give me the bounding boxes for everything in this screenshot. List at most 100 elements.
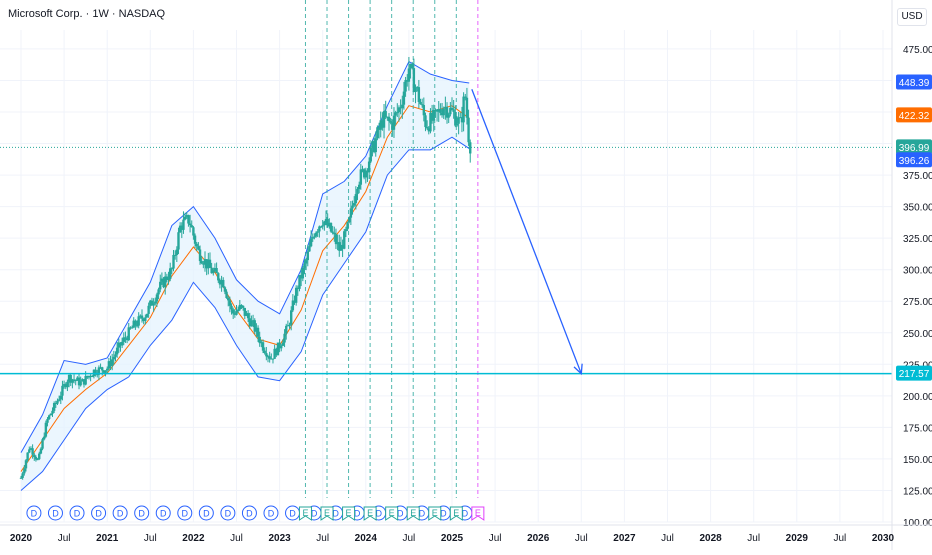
- x-tick-label: 2030: [872, 533, 895, 544]
- candle-body: [333, 232, 336, 235]
- candle-body: [192, 227, 195, 236]
- candle-body: [223, 287, 227, 292]
- candle-body: [147, 305, 150, 314]
- candle-body: [338, 242, 341, 251]
- dividend-marker-label: D: [311, 509, 318, 519]
- candle-body: [275, 348, 278, 356]
- candle-body: [417, 87, 421, 102]
- candle-body: [164, 276, 167, 288]
- candle-body: [319, 226, 323, 228]
- candle-body: [286, 325, 290, 327]
- candle-body: [288, 324, 291, 326]
- dividend-marker-label: D: [138, 509, 145, 519]
- candle-body: [172, 254, 175, 269]
- price-label-text: 396.26: [899, 156, 930, 167]
- candle-body: [205, 259, 208, 269]
- dividend-marker-label: D: [332, 509, 339, 519]
- candle-body: [339, 244, 343, 251]
- candle-body: [334, 234, 338, 245]
- candle-body: [101, 367, 104, 371]
- candle-body: [185, 215, 188, 217]
- candle-body: [104, 370, 107, 373]
- dividend-marker: [91, 505, 107, 521]
- candle-body: [294, 287, 298, 303]
- candle-body: [364, 170, 367, 178]
- candle-body: [62, 384, 66, 386]
- candle-body: [59, 395, 62, 400]
- candle-body: [411, 64, 414, 69]
- candle-body: [314, 232, 318, 237]
- candle-body: [296, 287, 300, 289]
- future-earnings-marker-label: E: [475, 508, 481, 518]
- candle-body: [366, 170, 369, 173]
- overlays: [0, 89, 892, 376]
- candle-body: [197, 246, 200, 250]
- price-label-badge: [896, 139, 932, 155]
- y-tick-label: 125.00: [903, 486, 932, 497]
- candle-body: [298, 275, 301, 289]
- price-label-text: 396.99: [899, 143, 930, 154]
- candle-body: [427, 128, 430, 132]
- candle-body: [260, 342, 263, 344]
- candle-body: [424, 115, 427, 128]
- candle-body: [422, 105, 426, 116]
- dividend-marker-label: D: [375, 509, 382, 519]
- candle-body: [241, 305, 245, 308]
- y-tick-label: 275.00: [903, 297, 932, 308]
- band-fill: [21, 61, 470, 491]
- candle-body: [349, 208, 353, 218]
- candle-body: [124, 337, 127, 339]
- x-tick-label: 2024: [355, 533, 378, 544]
- candle-body: [308, 246, 311, 252]
- candle-body: [74, 380, 77, 382]
- basis-line: [20, 105, 470, 472]
- price-label-text: 422.32: [899, 111, 930, 122]
- candle-body: [66, 381, 69, 388]
- candle-body: [182, 219, 185, 230]
- candle-body: [145, 313, 149, 318]
- candle-body: [452, 109, 455, 113]
- candle-body: [457, 117, 460, 124]
- candle-body: [303, 263, 306, 268]
- candle-body: [36, 459, 39, 461]
- candle-body: [306, 251, 309, 261]
- candle-body: [132, 320, 135, 328]
- dividend-marker: [220, 505, 236, 521]
- forecast-arrow-line: [471, 89, 582, 374]
- candle-body: [255, 327, 258, 332]
- dividend-marker-label: D: [246, 509, 253, 519]
- dividend-marker: [112, 505, 128, 521]
- candle-body: [77, 377, 81, 386]
- candle-body: [106, 368, 109, 371]
- candle-body: [23, 468, 26, 474]
- candle-body: [299, 275, 303, 279]
- candle-body: [29, 448, 33, 450]
- candle-body: [39, 448, 43, 454]
- candle-body: [152, 303, 155, 306]
- currency-button[interactable]: USD: [897, 8, 927, 26]
- candle-body: [450, 107, 454, 110]
- y-tick-label: 150.00: [903, 455, 932, 466]
- candle-body: [352, 203, 356, 206]
- price-labels: 448.39 422.32 396.99 396.26 217.57: [896, 74, 932, 381]
- candle-body: [389, 121, 392, 123]
- dividend-marker: [177, 505, 193, 521]
- candle-body: [367, 161, 371, 173]
- candle-body: [238, 304, 242, 310]
- candle-body: [331, 231, 334, 233]
- dividend-marker: [134, 505, 150, 521]
- dividend-marker-label: D: [117, 509, 124, 519]
- x-tick-label: Jul: [58, 533, 71, 544]
- x-tick-label: Jul: [316, 533, 329, 544]
- dividend-marker-label: D: [397, 509, 404, 519]
- x-tick-label: 2021: [96, 533, 119, 544]
- candle-body: [190, 225, 193, 228]
- candle-body: [444, 106, 447, 109]
- candle-body: [195, 243, 198, 247]
- candle-body: [369, 147, 372, 162]
- candle-body: [119, 342, 122, 346]
- chart-title: Microsoft Corp. · 1W · NASDAQ: [8, 8, 166, 20]
- event-markers: D D D D D D D D D D D D D D D D D D D D DE E E E E E E E E: [26, 505, 485, 521]
- candle-body: [323, 221, 326, 226]
